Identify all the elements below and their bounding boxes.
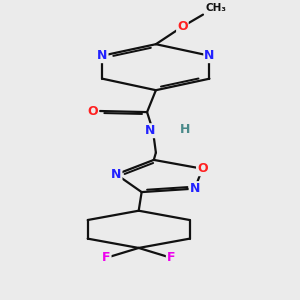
- Text: O: O: [177, 20, 188, 33]
- Text: CH₃: CH₃: [206, 3, 227, 13]
- Text: N: N: [145, 124, 155, 137]
- Text: O: O: [197, 162, 208, 175]
- Text: H: H: [179, 123, 190, 136]
- Text: F: F: [167, 251, 175, 264]
- Text: N: N: [97, 49, 107, 62]
- Text: N: N: [204, 49, 214, 62]
- Text: F: F: [102, 251, 111, 264]
- Text: O: O: [88, 104, 98, 118]
- Text: N: N: [190, 182, 200, 195]
- Text: N: N: [111, 168, 122, 181]
